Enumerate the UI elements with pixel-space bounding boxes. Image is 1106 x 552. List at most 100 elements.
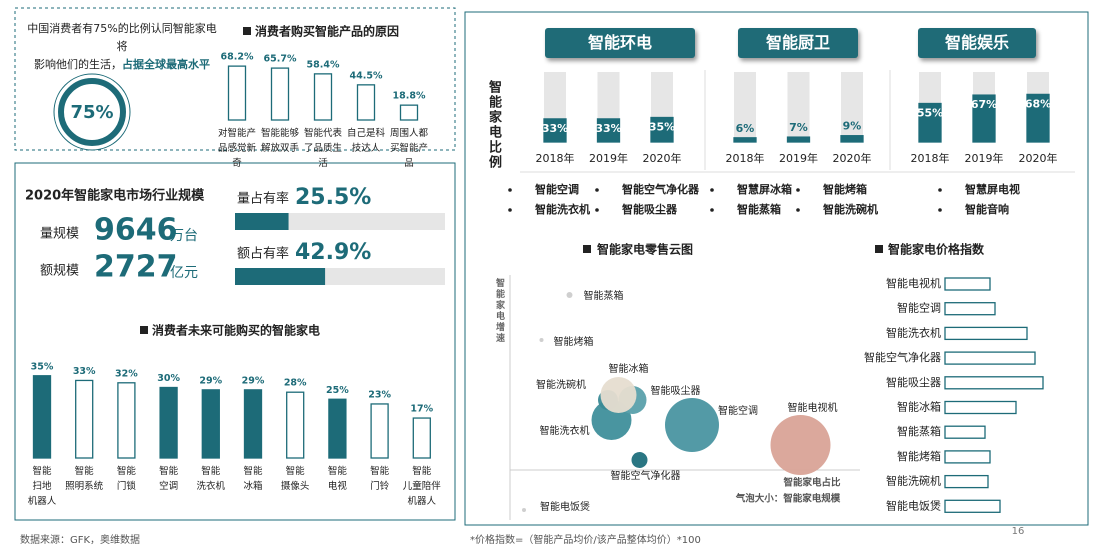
bullet: [938, 188, 942, 192]
bar: [944, 425, 986, 439]
panel: [14, 162, 456, 521]
item-label: 智能音响: [965, 202, 1009, 216]
value-label: 7%: [789, 121, 808, 134]
category-label: 智能 门锁: [116, 466, 136, 492]
item-label: 智慧屏冰箱: [737, 182, 792, 196]
note-text: 中国消费者有75%的比例认同智能家电将: [27, 22, 217, 53]
item-label: 智能空调: [535, 182, 579, 196]
category-label: 对智能产品感觉新奇: [217, 128, 256, 169]
y-axis-label: 智能家电增速: [494, 278, 504, 344]
bar: [313, 73, 333, 121]
category-label: 智能冰箱: [897, 400, 941, 414]
bar: [399, 104, 419, 121]
bullet: [595, 208, 599, 212]
axis-label: 智能家电比例: [486, 80, 501, 170]
bar: [918, 102, 942, 143]
label: 额规模: [40, 264, 79, 279]
bar: [944, 376, 1044, 390]
value-label: 65.7%: [264, 54, 297, 65]
page-number: 16: [1012, 526, 1025, 537]
share-value: 42.9%: [295, 240, 371, 265]
gauge-label: 75%: [70, 102, 113, 123]
bubble-label: 智能洗碗机: [536, 378, 586, 391]
value-label: 68.2%: [221, 52, 254, 63]
title-marker: [243, 27, 251, 35]
bullet: [710, 188, 714, 192]
bubble-label: 智能烤箱: [554, 335, 594, 348]
category-label: 智能 洗衣机: [196, 466, 226, 492]
bubble-label: 智能电饭煲: [540, 500, 590, 513]
item-label: 智能洗碗机: [823, 202, 878, 216]
x-axis-label: 智能家电占比: [783, 477, 841, 489]
bar: [596, 118, 621, 143]
chart-title: 智能家电价格指数: [887, 242, 985, 257]
bar: [227, 65, 247, 121]
unit: 万台: [170, 228, 198, 244]
bar-track: [787, 72, 810, 142]
note-text: 影响他们的生活，: [34, 58, 122, 71]
share-label: 额占有率: [237, 246, 289, 262]
panel: [464, 11, 1089, 526]
bar-track: [841, 72, 863, 142]
gauge-ring: [53, 73, 131, 151]
category-label: 2019年: [779, 152, 818, 165]
bubble-label: 智能蒸箱: [584, 289, 624, 302]
bullet: [508, 208, 512, 212]
category-label: 2018年: [910, 152, 950, 165]
share-value: 25.5%: [295, 185, 371, 210]
category-label: 智能蒸箱: [897, 424, 941, 438]
bar: [786, 136, 811, 143]
category-label: 2018年: [535, 152, 575, 165]
category-label: 智能电视机: [886, 276, 941, 290]
bar: [412, 417, 431, 459]
bubble-label: 智能电视机: [788, 401, 838, 414]
bubble: [522, 508, 526, 512]
value-label: 32%: [115, 368, 138, 379]
bar: [944, 351, 1036, 365]
value-label: 33%: [542, 122, 568, 135]
bullet: [710, 208, 714, 212]
share-label: 量占有率: [237, 191, 289, 207]
bubble-label: 智能吸尘器: [651, 384, 701, 397]
item-label: 智能吸尘器: [622, 202, 678, 216]
top-note: 中国消费者有75%的比例认同智能家电将 影响他们的生活，占据全球最高水平: [22, 20, 222, 74]
chart-title: 消费者未来可能购买的智能家电: [152, 323, 320, 338]
bubble: [539, 338, 544, 342]
category-label: 智能洗衣机: [886, 325, 941, 339]
bar: [840, 135, 864, 143]
bullet: [938, 208, 942, 212]
value-label: 25%: [326, 385, 349, 396]
value-label: 28%: [284, 378, 307, 389]
category-label: 周围人都买智能产品: [389, 128, 428, 169]
bar: [1026, 93, 1050, 143]
bar: [733, 137, 757, 143]
category-label: 智能 电视: [327, 466, 347, 492]
item-label: 智能洗衣机: [535, 202, 590, 216]
bar: [75, 379, 94, 459]
value-label: 35%: [31, 361, 54, 372]
bubble-label: 智能空气净化器: [611, 469, 681, 482]
bar: [117, 382, 136, 459]
bar: [944, 499, 1001, 513]
category-label: 2018年: [725, 152, 765, 165]
category-label: 智能 冰箱: [243, 466, 263, 492]
category-label: 智能洗碗机: [886, 474, 941, 488]
category-label: 智能 儿童陪伴 机器人: [402, 466, 441, 507]
group-header: 智能娱乐: [918, 28, 1036, 58]
bubble-label: 智能冰箱: [609, 362, 649, 375]
item-label: 智能空气净化器: [622, 182, 700, 196]
category-label: 智能空调: [897, 301, 941, 315]
bar: [944, 277, 991, 291]
bubble-label: 智能洗衣机: [540, 424, 590, 437]
bar: [356, 84, 376, 121]
big-number: 2727: [94, 250, 178, 285]
bar: [159, 386, 178, 459]
bar: [201, 389, 220, 459]
value-label: 33%: [595, 122, 621, 135]
value-label: 23%: [368, 389, 391, 400]
category-label: 2019年: [964, 152, 1004, 165]
category-label: 2020年: [832, 152, 872, 165]
note: 气泡大小：智能家电规模: [735, 493, 841, 505]
item-label: 智能烤箱: [823, 182, 867, 196]
